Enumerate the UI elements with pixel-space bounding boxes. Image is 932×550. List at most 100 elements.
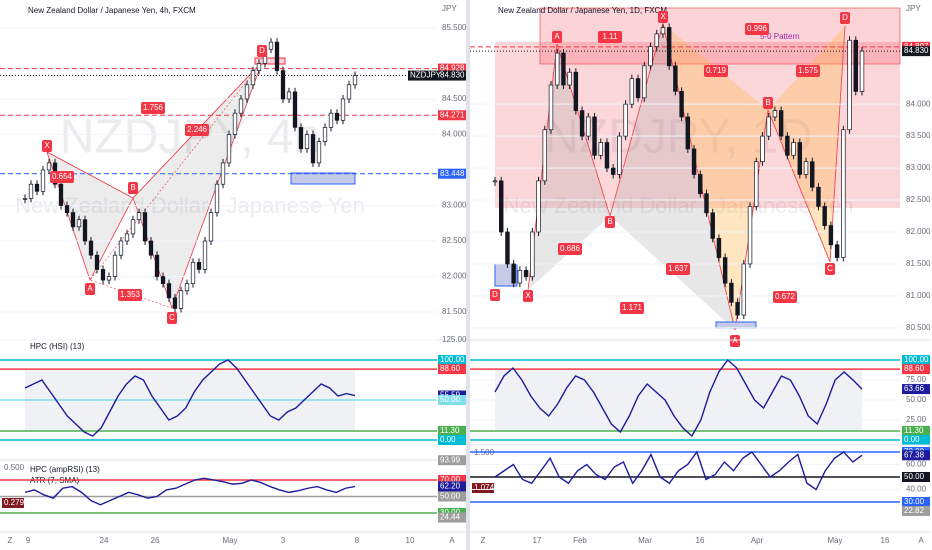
price-badge	[438, 70, 466, 81]
pattern-point-box	[763, 97, 773, 109]
ratio-label: 1.756	[143, 103, 164, 112]
price-badge	[438, 110, 466, 121]
price-badge	[902, 355, 930, 365]
candle	[511, 263, 516, 284]
candle	[178, 290, 184, 309]
chart-title: New Zealand Dollar / Japanese Yen, 4h, F…	[28, 6, 196, 15]
pattern-point-box	[825, 263, 835, 275]
candle	[334, 112, 340, 121]
candle	[729, 282, 734, 303]
candle	[34, 183, 40, 192]
pattern-point-box	[128, 182, 138, 194]
pattern-point-box	[167, 312, 177, 324]
atr-badge-label: 0.279	[4, 498, 25, 507]
pattern-point-box	[42, 140, 52, 152]
candle	[747, 206, 753, 265]
y-tick-label: 60.00	[906, 460, 927, 469]
price-badge	[902, 497, 930, 507]
candle	[567, 71, 572, 86]
ratio-label: 1.353	[120, 290, 141, 299]
ratio-box	[704, 65, 728, 77]
price-badge-label: 22.82	[904, 506, 925, 515]
ratio-label: 0.672	[775, 292, 796, 301]
pattern-point-label: C	[827, 264, 833, 273]
price-badge-label: 84.830	[904, 46, 929, 55]
candle	[785, 135, 790, 156]
watermark-sub: New Zealand Dollar / Japanese Yen	[504, 193, 854, 218]
pattern-point-box	[490, 289, 500, 301]
price-badge-label: 100.00	[440, 355, 465, 364]
ratio-label: 0.686	[560, 244, 581, 253]
price-badge	[438, 395, 466, 405]
price-badge	[438, 364, 466, 375]
target-zone	[715, 321, 757, 329]
candle	[310, 134, 316, 164]
candle	[130, 219, 136, 235]
pattern-fill	[528, 44, 610, 290]
candle	[166, 283, 172, 299]
symbol-label: NZDJPY	[410, 71, 442, 80]
candle	[250, 70, 256, 86]
candle	[548, 84, 554, 131]
atr-badge-label: 1.074	[474, 483, 495, 492]
price-badge	[902, 472, 930, 482]
ratio-label: 2.246	[187, 125, 208, 134]
candle	[598, 142, 603, 156]
candle	[834, 244, 840, 258]
candle	[76, 219, 82, 228]
pattern-point-label: D	[259, 46, 265, 55]
candle	[679, 91, 684, 118]
symbol-badge	[408, 70, 438, 81]
candle	[142, 212, 148, 242]
price-badge-label: 62.20	[440, 482, 461, 491]
candle	[346, 84, 352, 100]
y-tick-label: 83.500	[906, 131, 931, 140]
pattern-point-label: A	[554, 32, 560, 41]
pattern-point-box	[658, 11, 668, 23]
x-tick-label: 3	[281, 536, 286, 545]
candle	[698, 174, 703, 194]
candle	[623, 103, 628, 137]
ratio-label: 1.11	[603, 32, 619, 41]
candle	[592, 116, 597, 156]
candle	[766, 116, 771, 137]
candle	[492, 180, 498, 183]
ratio-box	[773, 291, 797, 303]
x-tick-label: Feb	[573, 536, 587, 545]
target-zone	[290, 172, 356, 185]
candle	[232, 112, 238, 135]
candle	[124, 233, 130, 242]
pattern-fill	[663, 24, 768, 330]
candle	[722, 257, 728, 284]
candle	[517, 269, 523, 284]
candle	[238, 98, 244, 114]
price-badge-label: 11.30	[440, 426, 460, 435]
candle	[654, 33, 659, 48]
ratio-box	[558, 243, 582, 255]
candle	[554, 52, 560, 86]
pattern-point-label: X	[660, 12, 666, 21]
candle	[505, 231, 510, 265]
candle	[112, 254, 118, 277]
candle	[40, 169, 46, 192]
x-tick-label: Apr	[751, 536, 764, 545]
price-badge-label: 63.66	[904, 384, 925, 393]
x-tick-label: 16	[881, 536, 890, 545]
candle	[136, 212, 142, 221]
ratio-box	[620, 302, 644, 314]
price-badge-label: 100.00	[904, 355, 929, 364]
pane-title: HPC (HSI) (13)	[30, 342, 85, 351]
pattern-point-label: B	[765, 98, 770, 107]
price-badge-label: 67.38	[904, 450, 925, 459]
candle	[754, 161, 759, 207]
currency-label: JPY	[906, 4, 921, 13]
price-badge	[438, 168, 466, 179]
candle	[82, 219, 88, 242]
axis-button: A	[918, 536, 924, 545]
indicator-line	[494, 358, 863, 438]
y-tick-label: 81.500	[906, 259, 931, 268]
y-tick-label: 81.000	[906, 291, 931, 300]
x-tick-label: 26	[151, 536, 160, 545]
candle	[274, 41, 280, 71]
